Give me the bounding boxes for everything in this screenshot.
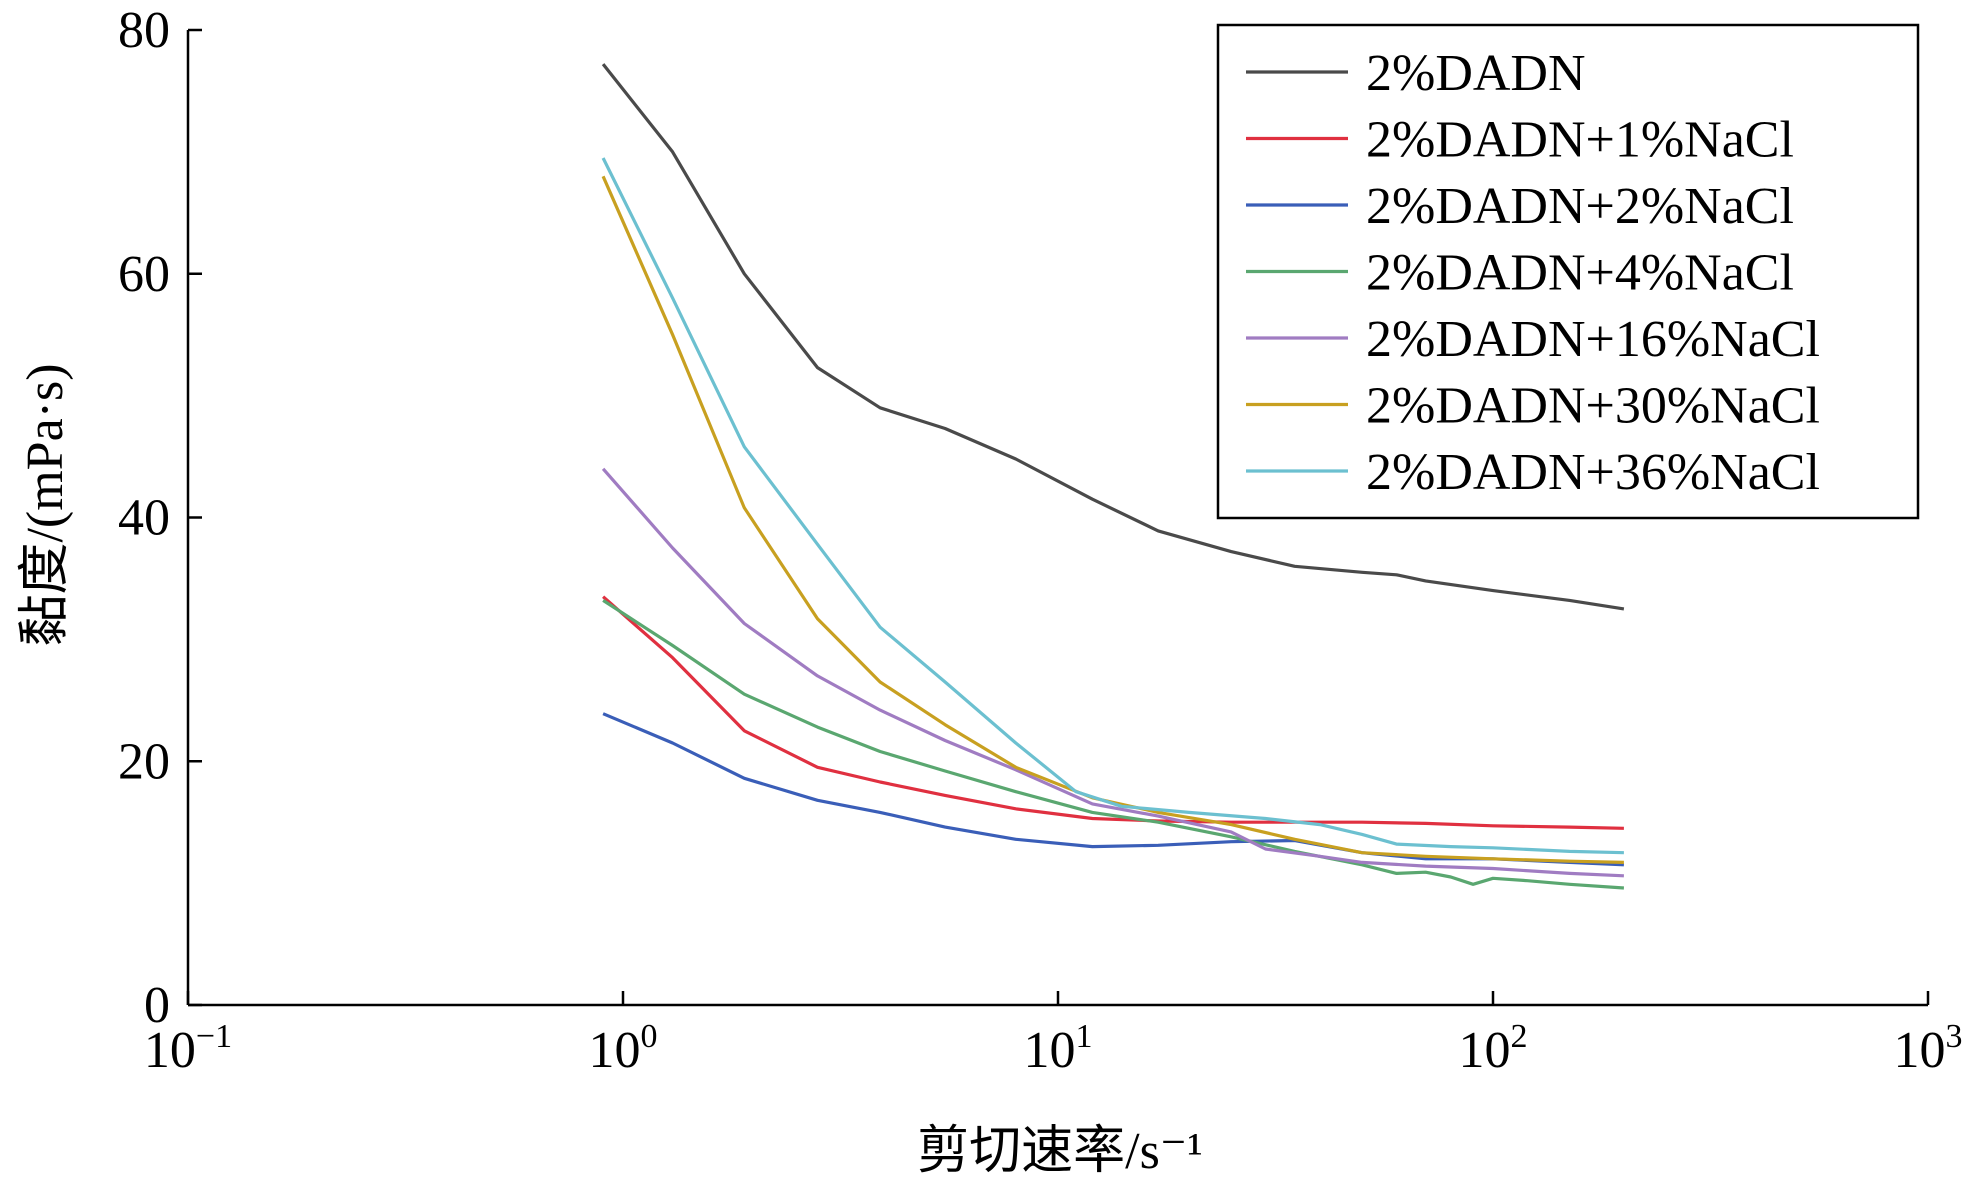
x-tick-label: 102 (1459, 1018, 1528, 1079)
series-line-2pctdadn-plus-1pctnacl (602, 595, 1624, 830)
series-line-2pctdadn (601, 63, 1625, 611)
x-tick-label: 100 (589, 1018, 658, 1079)
legend-label-2pctdadn-plus-1pctnacl: 2%DADN+1%NaCl (1366, 112, 1794, 169)
series-layer (601, 63, 1625, 890)
y-tick-label: 40 (118, 490, 170, 547)
y-tick-label: 0 (144, 977, 170, 1034)
y-tick-label: 80 (118, 2, 170, 59)
legend-label-2pctdadn-plus-2pctnacl: 2%DADN+2%NaCl (1366, 178, 1794, 235)
series-line-2pctdadn-plus-36pctnacl (601, 157, 1624, 855)
series-line-2pctdadn-plus-4pctnacl (602, 599, 1625, 890)
legend-label-2pctdadn-plus-30pctnacl: 2%DADN+30%NaCl (1366, 378, 1820, 435)
series-line-2pctdadn-plus-16pctnacl (601, 467, 1624, 878)
x-tick-label: 101 (1024, 1018, 1093, 1079)
x-tick-label: 103 (1894, 1018, 1963, 1079)
legend-label-2pctdadn: 2%DADN (1366, 45, 1586, 102)
y-axis-title: 黏度/(mPa·s) (17, 363, 74, 646)
x-tick-label: 10−1 (144, 1018, 232, 1079)
legend: 2%DADN 2%DADN+1%NaCl 2%DADN+2%NaCl 2%DADN+4… (1216, 23, 1920, 520)
legend-label-2pctdadn-plus-16pctnacl: 2%DADN+16%NaCl (1366, 311, 1820, 368)
y-tick-label: 20 (118, 733, 170, 790)
x-axis-title: 剪切速率/s⁻¹ (917, 1123, 1203, 1180)
legend-label-2pctdadn-plus-4pctnacl: 2%DADN+4%NaCl (1366, 245, 1794, 302)
legend-label-2pctdadn-plus-36pctnacl: 2%DADN+36%NaCl (1366, 444, 1820, 501)
y-tick-label: 60 (118, 246, 170, 303)
axes-layer: 0 20 40 60 80 10−1 100 101 102 103 (118, 2, 1963, 1079)
